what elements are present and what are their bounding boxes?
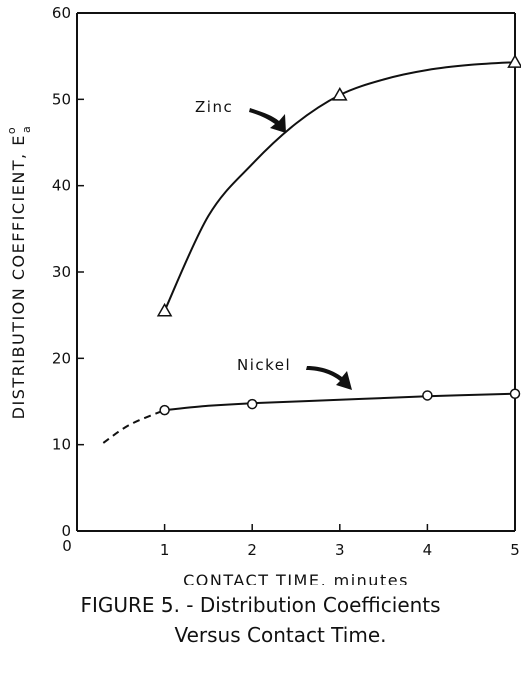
axis-ticks: 0 10 20 30 40 50 60 0 1 2 3 4 5 xyxy=(52,4,520,559)
y-tick-label: 10 xyxy=(52,436,71,454)
series-markers xyxy=(156,54,521,416)
y-tick-label: 60 xyxy=(52,4,71,22)
nickel-data-point xyxy=(246,398,258,410)
line-chart: 0 10 20 30 40 50 60 0 1 2 3 4 5 Zinc Nickel CONTACT … xyxy=(5,4,521,585)
x-tick-label: 5 xyxy=(510,541,520,559)
nickel-data-point xyxy=(422,390,433,401)
zinc-data-point xyxy=(156,302,173,317)
x-tick-label: 4 xyxy=(423,541,433,559)
nickel-data-point xyxy=(509,388,521,399)
zinc-data-point xyxy=(507,54,521,68)
nickel-data-point xyxy=(159,404,170,416)
y-axis-title-subscript: a xyxy=(20,125,33,133)
figure-caption: FIGURE 5. - Distribution Coefficients Ve… xyxy=(0,590,521,650)
y-tick-label: 40 xyxy=(52,177,71,195)
series-callouts: Zinc Nickel xyxy=(195,98,352,390)
series-curves xyxy=(102,61,516,444)
y-axis-title-superscript: o xyxy=(5,126,18,134)
zinc-callout-arrow xyxy=(249,108,286,133)
y-tick-label: 50 xyxy=(52,90,71,108)
figure-caption-line-1: FIGURE 5. - Distribution Coefficients xyxy=(80,593,441,617)
zinc-data-point xyxy=(332,87,348,101)
x-tick-label: 3 xyxy=(335,541,345,559)
x-tick-label: 0 xyxy=(62,537,72,555)
svg-text:DISTRIBUTION COEFFICIENT, Eoa: DISTRIBUTION COEFFICIENT, Eo a xyxy=(5,125,33,420)
nickel-extrapolation-line xyxy=(102,409,165,444)
y-axis-title: DISTRIBUTION COEFFICIENT, Eo a xyxy=(5,125,33,420)
x-tick-label: 1 xyxy=(160,541,170,559)
plot-frame xyxy=(76,12,516,532)
y-tick-label: 20 xyxy=(52,349,71,367)
nickel-series-label: Nickel xyxy=(237,356,291,374)
nickel-series-line xyxy=(164,392,516,412)
figure-caption-line-2: Versus Contact Time. xyxy=(174,623,387,647)
nickel-callout-arrow xyxy=(306,366,352,390)
x-axis-title: CONTACT TIME, minutes xyxy=(183,571,409,585)
y-tick-label: 0 xyxy=(61,522,71,540)
y-tick-label: 30 xyxy=(52,263,71,281)
y-axis-title-text: DISTRIBUTION COEFFICIENT, E xyxy=(9,134,28,419)
x-tick-label: 2 xyxy=(247,541,257,559)
zinc-series-label: Zinc xyxy=(195,98,233,116)
